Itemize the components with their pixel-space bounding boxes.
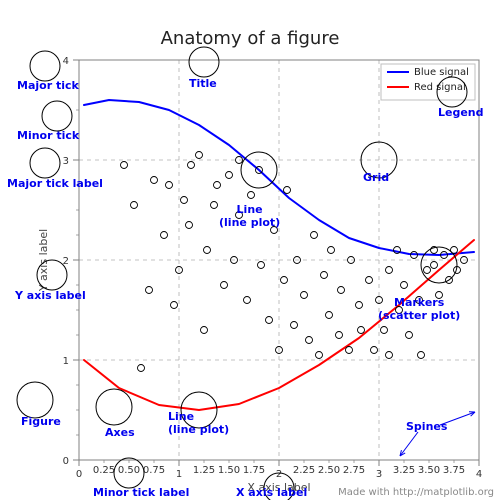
annot-grid: Grid bbox=[363, 172, 389, 185]
annot-major-tick: Major tick bbox=[17, 80, 79, 93]
svg-text:0: 0 bbox=[63, 456, 69, 467]
svg-text:3.50: 3.50 bbox=[418, 465, 440, 476]
svg-text:3.75: 3.75 bbox=[443, 465, 465, 476]
annot-major-tick-label: Major tick label bbox=[7, 178, 103, 191]
svg-text:2.75: 2.75 bbox=[343, 465, 365, 476]
svg-text:0.75: 0.75 bbox=[143, 465, 165, 476]
annot-axes: Axes bbox=[105, 427, 135, 440]
svg-text:2: 2 bbox=[276, 469, 282, 480]
annot-minor-tick-label: Minor tick label bbox=[93, 487, 189, 500]
annot-xaxis-label: X axis label bbox=[236, 487, 307, 500]
svg-text:3.25: 3.25 bbox=[393, 465, 415, 476]
svg-text:2.25: 2.25 bbox=[293, 465, 315, 476]
svg-text:0.25: 0.25 bbox=[93, 465, 115, 476]
svg-text:0.50: 0.50 bbox=[118, 465, 140, 476]
svg-text:4: 4 bbox=[476, 469, 482, 480]
credit-label: Made with http://matplotlib.org bbox=[338, 487, 494, 498]
svg-text:1: 1 bbox=[63, 356, 69, 367]
annot-figure: Figure bbox=[21, 416, 61, 429]
svg-text:3: 3 bbox=[376, 469, 382, 480]
annot-spines: Spines bbox=[406, 421, 447, 434]
svg-text:1.50: 1.50 bbox=[218, 465, 240, 476]
svg-text:1.25: 1.25 bbox=[193, 465, 215, 476]
annot-minor-tick: Minor tick bbox=[17, 130, 79, 143]
svg-text:1.75: 1.75 bbox=[243, 465, 265, 476]
svg-text:1: 1 bbox=[176, 469, 182, 480]
svg-text:3: 3 bbox=[63, 156, 69, 167]
annot-line-red: Line (line plot) bbox=[168, 411, 229, 436]
svg-text:Blue signal: Blue signal bbox=[414, 67, 469, 78]
figure-container: Anatomy of a figure 012340.250.500.751.2… bbox=[0, 0, 500, 500]
svg-text:0: 0 bbox=[76, 469, 82, 480]
svg-text:4: 4 bbox=[63, 56, 69, 67]
svg-text:2.50: 2.50 bbox=[318, 465, 340, 476]
annot-title: Title bbox=[189, 78, 217, 91]
annot-legend: Legend bbox=[438, 107, 484, 120]
annot-line-blue: Line (line plot) bbox=[219, 204, 280, 229]
annot-markers: Markers (scatter plot) bbox=[378, 297, 460, 322]
annot-yaxis-label: Y axis label bbox=[15, 290, 86, 303]
